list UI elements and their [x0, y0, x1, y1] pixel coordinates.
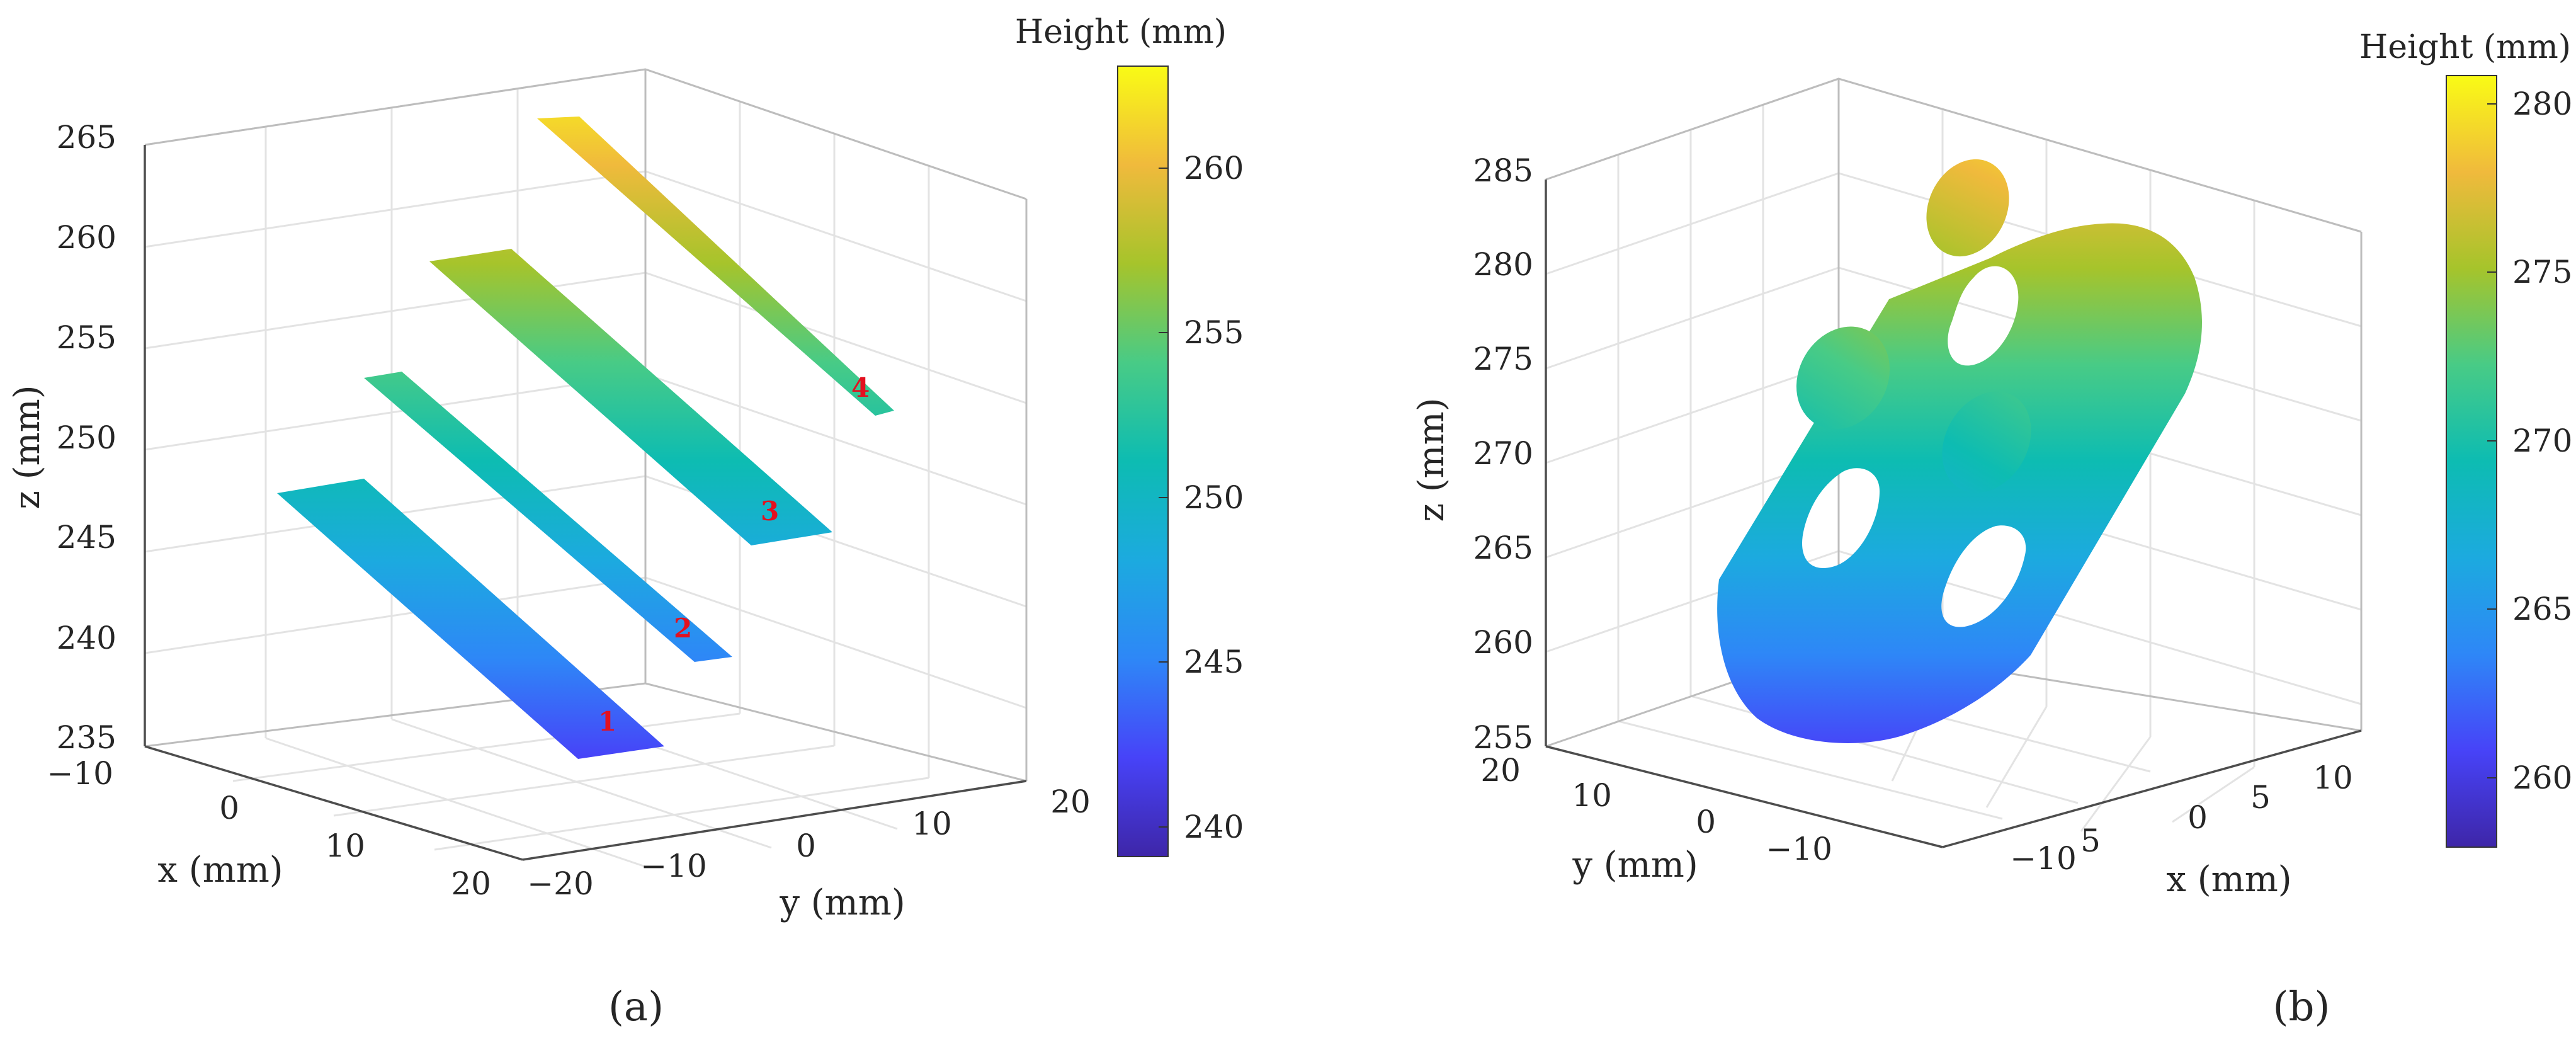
panel-b-colorbar-tick: 265 [2512, 591, 2572, 627]
panel-a-y-tick: 20 [1050, 784, 1091, 820]
panel-a-z-tick: 245 [57, 519, 116, 556]
panel-a-z-label: z (mm) [7, 385, 48, 509]
panel-b-z-label: z (mm) [1411, 397, 1452, 522]
panel-b-y-tick: 10 [1572, 777, 1612, 814]
strip-4 [537, 117, 894, 416]
panel-b-x-label: x (mm) [2166, 859, 2291, 900]
panel-b-caption: (b) [2273, 984, 2330, 1030]
panel-a-x-tick: −10 [47, 755, 113, 792]
panel-b-z-tick: 270 [1473, 435, 1533, 472]
panel-b-z-ticks: 255 260 265 270 275 280 285 [1473, 152, 1533, 756]
panel-a-z-tick: 250 [57, 419, 116, 456]
panel-b-y-axis-line [1545, 745, 1943, 848]
panel-b-x-tick: 0 [2187, 799, 2208, 836]
panel-b-colorbar: Height (mm) 260 265 270 275 280 [2359, 28, 2572, 848]
panel-b-colorbar-tick: 280 [2512, 86, 2572, 122]
panel-a-colorbar-tick: 240 [1184, 809, 1244, 845]
strip-2 [364, 372, 732, 662]
panel-a-x-ticks: −10 0 10 20 [47, 755, 491, 902]
strip-marker-1: 1 [598, 706, 616, 737]
panel-b-z-tick: 260 [1473, 624, 1533, 661]
panel-b-x-tick: 5 [2250, 779, 2271, 816]
panel-a-strips [277, 117, 894, 759]
panel-a-y-label: y (mm) [779, 882, 905, 923]
strip-3 [429, 249, 832, 545]
floating-disc-center [1942, 391, 2031, 493]
panel-b-y-label: y (mm) [1572, 845, 1698, 886]
panel-a-z-ticks: 235 240 245 250 255 260 265 [57, 119, 116, 756]
panel-a-z-tick: 235 [57, 719, 116, 756]
panel-b-z-tick: 255 [1473, 719, 1533, 756]
panel-a-x-tick: 20 [451, 865, 491, 902]
panel-a-y-tick: 0 [796, 828, 816, 864]
panel-b-y-tick: 20 [1480, 752, 1521, 789]
panel-a-x-tick: 10 [325, 828, 365, 864]
strip-marker-2: 2 [674, 613, 692, 644]
panel-b: 255 260 265 270 275 280 285 20 10 0 −10 … [1411, 28, 2572, 1030]
panel-b-colorbar-tick: 270 [2512, 423, 2572, 459]
panel-a-colorbar-tick: 250 [1184, 479, 1244, 516]
panel-a-z-tick: 265 [57, 119, 116, 156]
panel-b-x-tick: 5 [2080, 823, 2101, 859]
floating-disc-left [1796, 326, 1890, 430]
panel-b-y-tick: 0 [1696, 804, 1716, 840]
panel-a-caption: (a) [608, 984, 664, 1030]
panel-a-colorbar-title: Height (mm) [1015, 13, 1227, 51]
strip-marker-3: 3 [761, 496, 779, 527]
panel-a-x-label: x (mm) [157, 850, 283, 891]
panel-b-colorbar-title: Height (mm) [2359, 28, 2571, 66]
panel-a-y-axis-line [522, 780, 1027, 861]
panel-b-x-tick: 10 [2313, 760, 2353, 796]
strip-markers: 1 2 3 4 [598, 372, 870, 737]
strip-1 [277, 479, 664, 759]
strip-marker-4: 4 [851, 372, 870, 403]
panel-a-colorbar-tick: 245 [1184, 644, 1244, 680]
panel-b-z-tick: 275 [1473, 341, 1533, 377]
panel-a-colorbar: Height (mm) 240 245 250 255 260 [1015, 13, 1244, 857]
panel-a-colorbar-scale [1117, 66, 1169, 857]
panel-a-x-tick: 0 [219, 790, 239, 826]
panel-b-y-tick: −10 [1766, 831, 1832, 867]
panel-b-x-ticks: −10 5 0 5 10 [2010, 760, 2353, 877]
panel-a-colorbar-tick: 255 [1184, 314, 1244, 351]
panel-a-y-tick: −10 [640, 848, 707, 884]
panel-b-colorbar-tick: 275 [2512, 254, 2572, 290]
panel-a-axes-box [144, 68, 1028, 782]
panel-b-z-tick: 265 [1473, 530, 1533, 566]
panel-a-z-tick: 255 [57, 319, 116, 356]
panel-b-z-tick: 285 [1473, 152, 1533, 189]
panel-b-z-tick: 280 [1473, 246, 1533, 283]
panel-b-y-ticks: 20 10 0 −10 [1480, 752, 1832, 867]
panel-a-colorbar-tick: 260 [1184, 150, 1244, 186]
panel-b-surface [1717, 159, 2202, 743]
panel-a-z-tick: 240 [57, 620, 116, 656]
panel-b-x-tick: −10 [2010, 840, 2077, 877]
panel-a-y-tick: 10 [912, 806, 952, 842]
panel-a-y-ticks: −20 −10 0 10 20 [527, 784, 1091, 902]
panel-b-colorbar-tick: 260 [2512, 760, 2572, 796]
panel-b-x-axis-line [1942, 729, 2362, 848]
panel-a-x-axis-line [144, 745, 523, 861]
panel-a-z-tick: 260 [57, 219, 116, 256]
panel-b-colorbar-scale [2446, 75, 2497, 848]
panel-a-y-tick: −20 [527, 865, 594, 902]
panel-a: 1 2 3 4 235 240 245 250 255 260 265 −10 … [7, 13, 1244, 1030]
floating-disc-top [1926, 159, 2009, 257]
